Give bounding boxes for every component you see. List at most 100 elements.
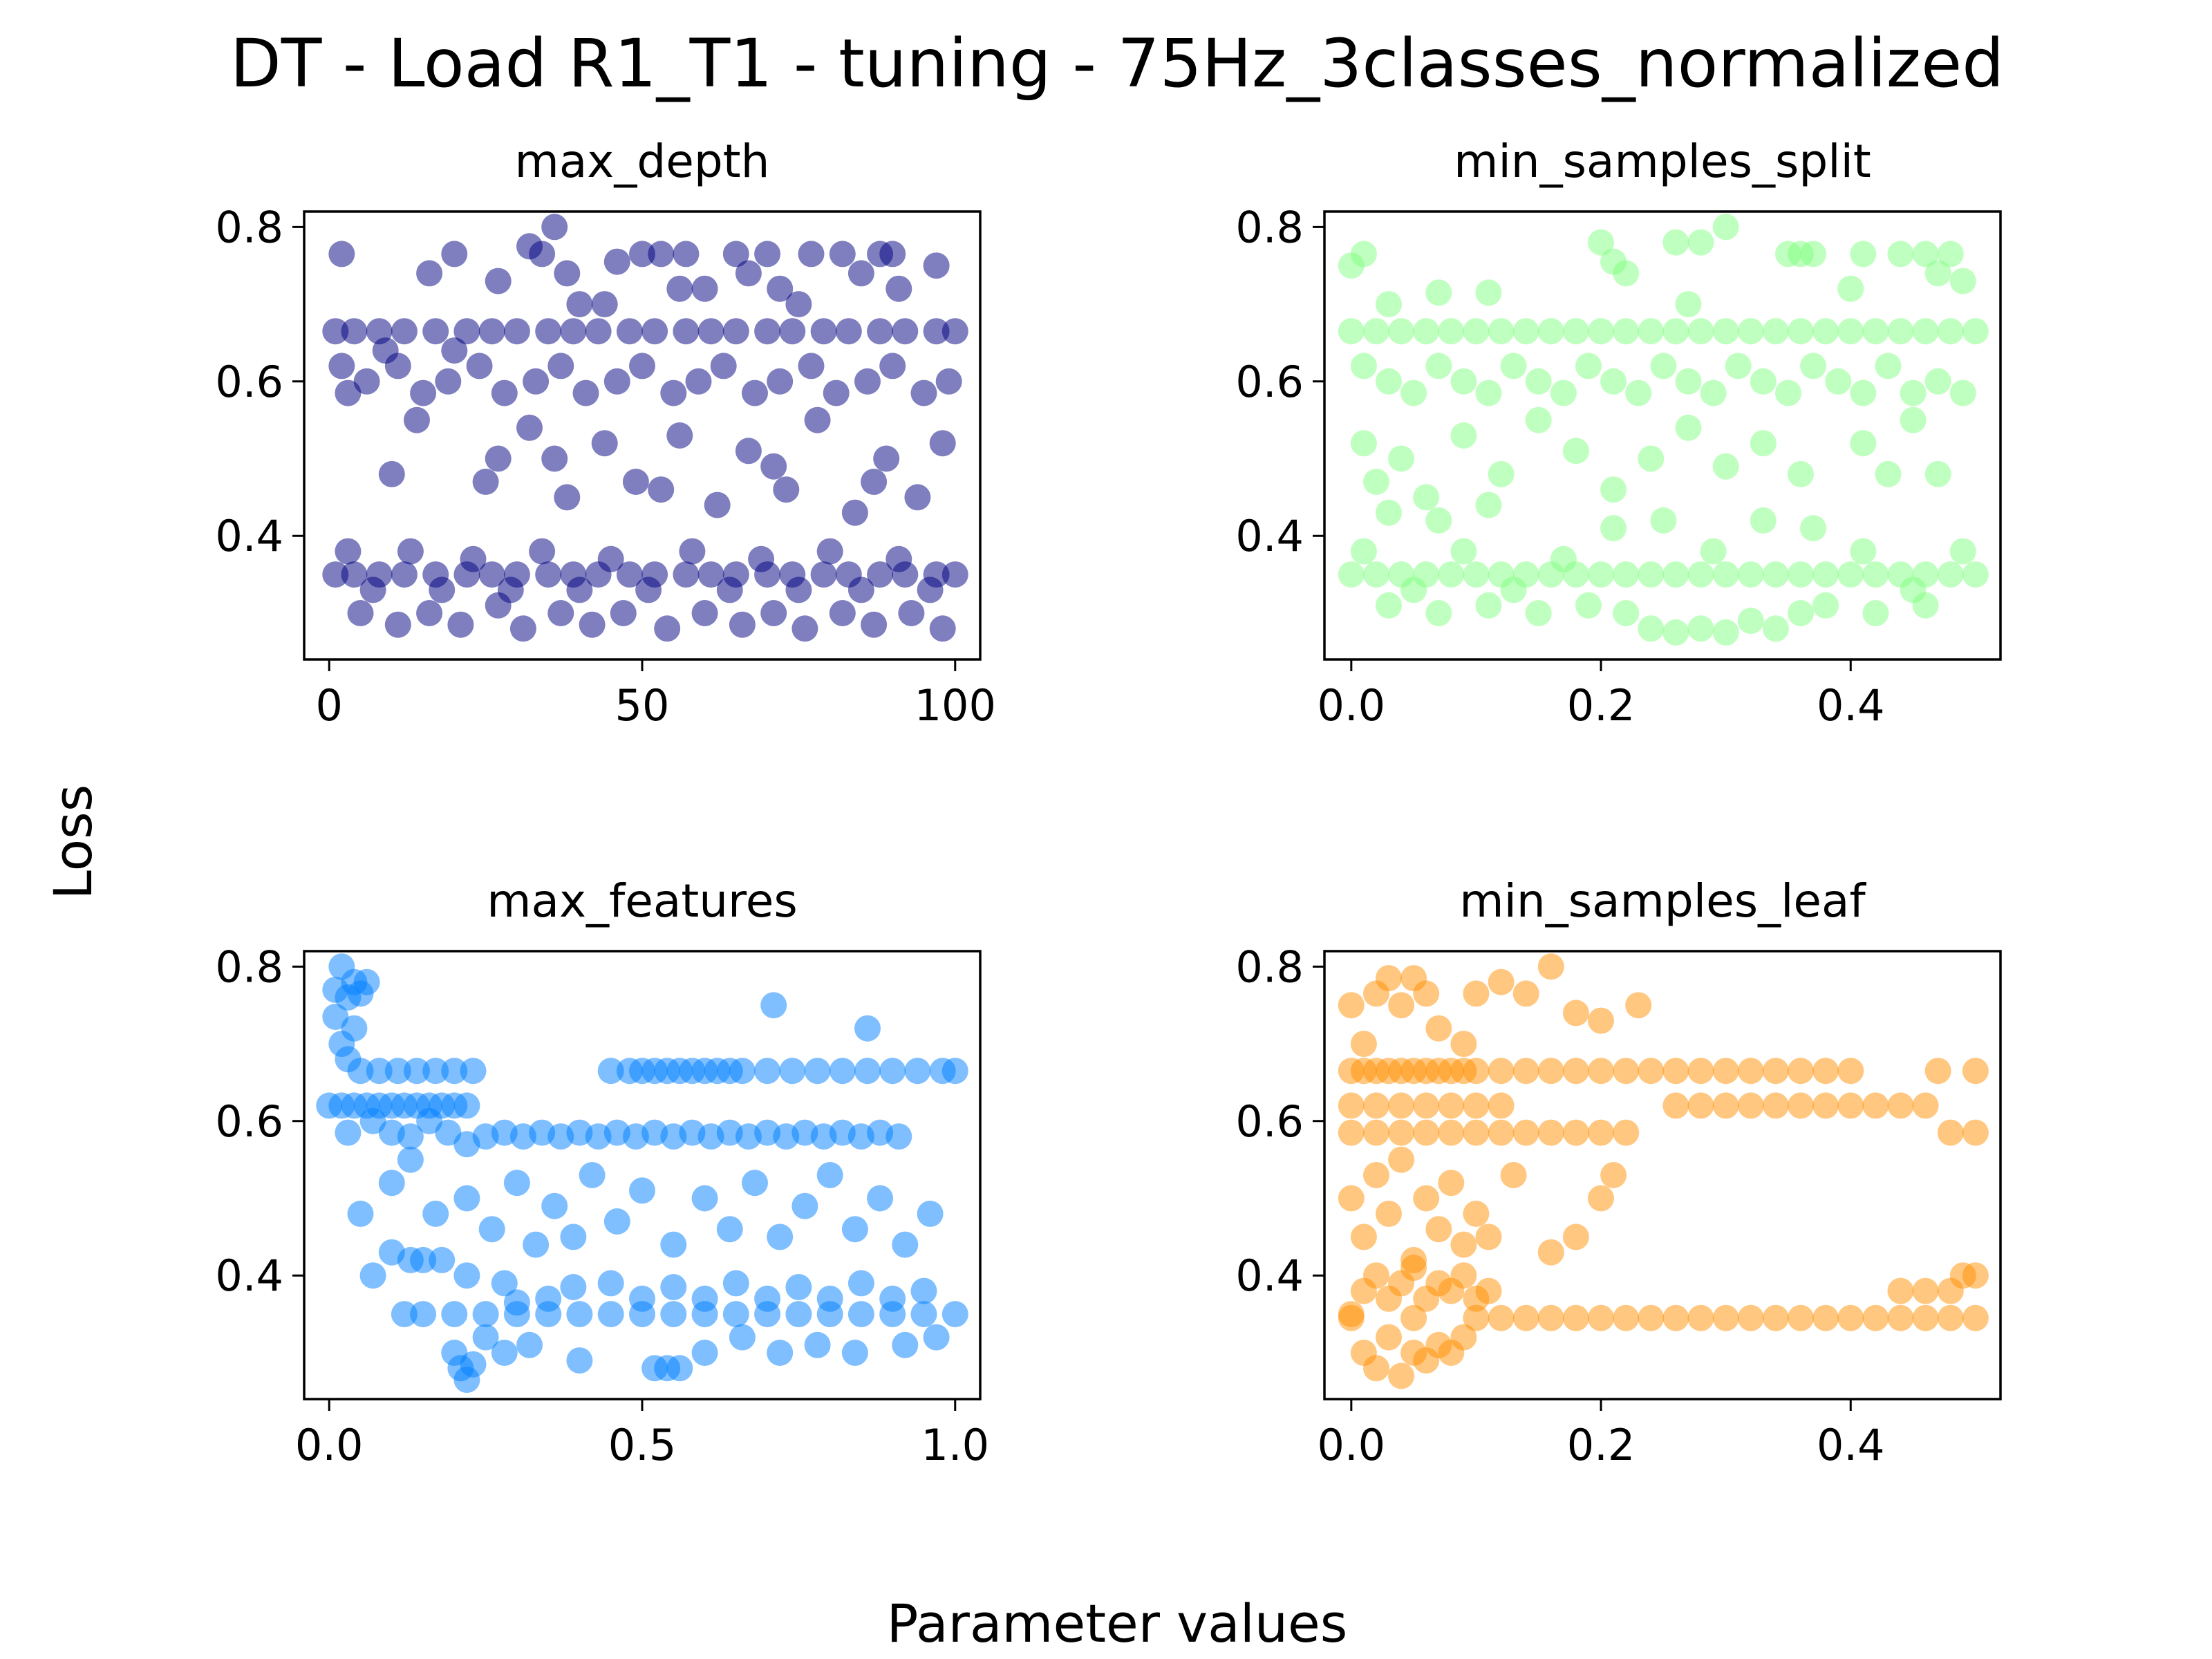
data-point: [1788, 600, 1814, 626]
data-point: [773, 476, 800, 503]
data-point: [1962, 1304, 1989, 1331]
subplot-min-samples-leaf: 0.0 0.2 0.4 0.4 0.6 0.8 min_samples_leaf: [1235, 874, 2002, 1470]
axes: 0.0 0.5 1.0 0.4 0.6 0.8: [215, 941, 989, 1470]
data-point: [1525, 600, 1552, 626]
data-point: [1662, 229, 1689, 256]
data-point: [1350, 1224, 1377, 1250]
data-point: [691, 275, 718, 302]
data-point: [697, 561, 724, 588]
data-point: [391, 561, 418, 588]
data-point: [1662, 1058, 1689, 1085]
data-point: [1737, 608, 1764, 635]
data-point: [729, 1058, 756, 1085]
data-point: [1687, 1058, 1714, 1085]
subplot-title: min_samples_leaf: [1459, 874, 1866, 928]
data-point: [366, 1058, 393, 1085]
data-point: [1650, 507, 1677, 534]
data-point: [1788, 1058, 1814, 1085]
data-point: [648, 241, 675, 268]
data-point: [648, 476, 675, 503]
data-point: [1388, 1092, 1415, 1119]
data-point: [898, 600, 925, 626]
data-point: [742, 379, 768, 406]
data-point: [1450, 422, 1477, 449]
data-point: [1712, 1058, 1739, 1085]
data-point: [1400, 577, 1427, 603]
data-point: [1475, 1224, 1502, 1250]
data-point: [861, 611, 888, 638]
data-point: [560, 1224, 587, 1250]
data-point: [879, 1285, 906, 1312]
data-point: [785, 1274, 812, 1300]
data-point: [1400, 1255, 1427, 1282]
x-tick-label: 0: [315, 680, 342, 731]
data-point: [397, 1123, 424, 1150]
data-point: [910, 1301, 937, 1328]
data-point: [1924, 368, 1951, 395]
data-point: [1687, 1304, 1714, 1331]
data-point: [1613, 1058, 1640, 1085]
data-point: [685, 368, 712, 395]
data-point: [1887, 1092, 1914, 1119]
data-point: [1438, 561, 1465, 588]
data-point: [1438, 1170, 1465, 1197]
data-point: [1837, 561, 1864, 588]
data-point: [359, 1262, 386, 1289]
data-point: [1788, 318, 1814, 345]
data-point: [516, 1331, 543, 1358]
data-point: [1512, 980, 1539, 1007]
data-point: [322, 318, 349, 345]
subplot-max-features: 0.0 0.5 1.0 0.4 0.6 0.8 max_features: [215, 874, 989, 1470]
data-point: [472, 1301, 499, 1328]
data-point: [560, 318, 587, 345]
data-point: [597, 545, 624, 572]
data-point: [754, 318, 781, 345]
x-tick-label: 100: [915, 680, 996, 731]
data-point: [847, 260, 874, 287]
y-tick-label: 0.4: [215, 511, 283, 561]
data-point: [1588, 1007, 1614, 1034]
data-point: [1850, 241, 1877, 268]
data-point: [760, 992, 787, 1019]
data-point: [341, 561, 368, 588]
data-point: [935, 368, 962, 395]
data-point: [735, 260, 762, 287]
data-point: [1388, 1119, 1415, 1146]
data-point: [1812, 1058, 1839, 1085]
scatter-points: [1338, 214, 1989, 646]
axes: 0.0 0.2 0.4 0.4 0.6 0.8: [1235, 202, 1884, 731]
data-point: [629, 1177, 655, 1204]
data-point: [810, 561, 837, 588]
data-point: [1775, 379, 1801, 406]
data-point: [1875, 460, 1902, 487]
data-point: [1350, 353, 1377, 379]
data-point: [335, 538, 362, 565]
data-point: [416, 260, 443, 287]
data-point: [917, 1200, 944, 1227]
data-point: [1562, 318, 1589, 345]
data-point: [1887, 1304, 1914, 1331]
data-point: [1500, 353, 1527, 379]
data-point: [1537, 1058, 1564, 1085]
data-point: [1887, 318, 1914, 345]
data-point: [1962, 561, 1989, 588]
data-point: [791, 615, 818, 642]
data-point: [391, 318, 418, 345]
data-point: [1687, 318, 1714, 345]
data-point: [791, 1192, 818, 1219]
data-point: [523, 368, 550, 395]
data-point: [597, 1058, 624, 1085]
data-point: [1638, 318, 1665, 345]
data-point: [447, 611, 474, 638]
plot-area: [1324, 951, 2000, 1399]
data-point: [335, 379, 362, 406]
data-point: [1425, 1216, 1452, 1243]
data-point: [491, 1270, 518, 1297]
data-point: [1475, 379, 1502, 406]
data-point: [1588, 1185, 1614, 1212]
y-tick-label: 0.4: [1235, 1250, 1304, 1301]
data-point: [729, 611, 756, 638]
subplot-min-samples-split: 0.0 0.2 0.4 0.4 0.6 0.8 min_samples_split: [1235, 135, 2002, 731]
data-point: [760, 453, 787, 480]
data-point: [1388, 992, 1415, 1019]
